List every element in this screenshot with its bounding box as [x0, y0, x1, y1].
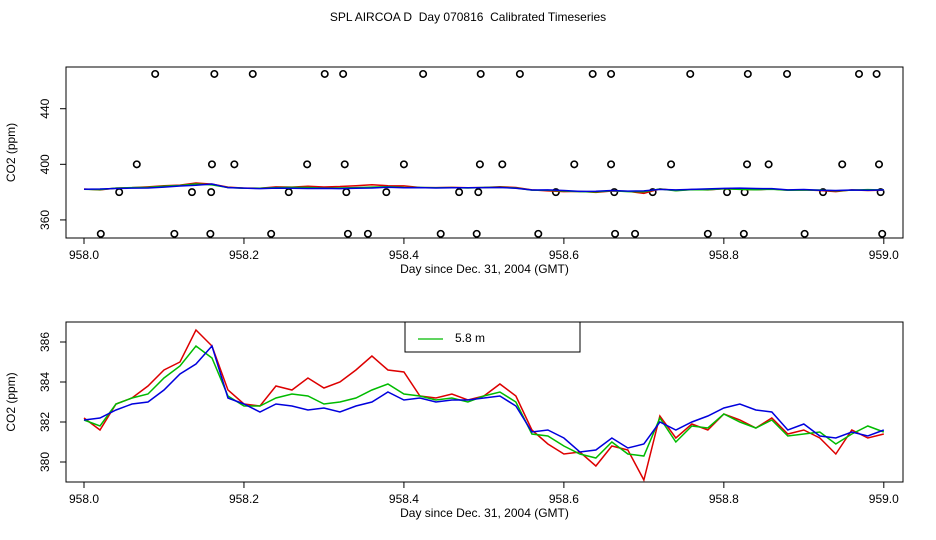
point	[399, 160, 408, 169]
x-tick-label: 958.0	[69, 248, 99, 262]
x-tick-label: 959.0	[869, 492, 899, 506]
point	[631, 229, 640, 238]
x-tick-label: 959.0	[869, 248, 899, 262]
point	[230, 160, 239, 169]
series-line	[83, 344, 885, 453]
point	[207, 188, 216, 197]
point	[607, 69, 616, 78]
plot-area: 2.5 m 5.8 m 9.1 m	[83, 310, 885, 482]
point	[855, 69, 864, 78]
y-tick-label: 382	[38, 412, 52, 432]
point	[476, 69, 485, 78]
x-tick-label: 958.4	[389, 248, 419, 262]
point	[151, 69, 160, 78]
point	[498, 160, 507, 169]
point	[170, 229, 179, 238]
x-axis-label: Day since Dec. 31, 2004 (GMT)	[400, 506, 569, 520]
series-line	[83, 183, 884, 193]
legend-label: 9.1 m	[538, 310, 568, 324]
point	[206, 229, 215, 238]
point	[115, 188, 124, 197]
x-tick-label: 958.2	[229, 248, 259, 262]
y-tick-label: 384	[38, 372, 52, 392]
point	[703, 229, 712, 238]
legend-box	[404, 322, 581, 353]
point	[878, 229, 887, 238]
x-tick-label: 958.0	[69, 492, 99, 506]
point	[455, 188, 464, 197]
point	[284, 188, 293, 197]
point	[743, 69, 752, 78]
point	[339, 69, 348, 78]
x-axis-label: Day since Dec. 31, 2004 (GMT)	[400, 262, 569, 276]
point	[187, 188, 196, 197]
point	[515, 69, 524, 78]
point	[800, 229, 809, 238]
y-tick-label: 380	[38, 452, 52, 472]
point	[739, 229, 748, 238]
plot-frame	[65, 321, 904, 483]
point	[534, 229, 543, 238]
legend-label: 2.5 m	[455, 310, 485, 324]
plot-area	[83, 69, 887, 238]
y-tick-label: 386	[38, 332, 52, 352]
point	[96, 229, 105, 238]
point	[570, 160, 579, 169]
point	[783, 69, 792, 78]
point	[723, 188, 732, 197]
x-tick-label: 958.2	[229, 492, 259, 506]
point	[551, 188, 560, 197]
x-tick-label: 958.4	[389, 492, 419, 506]
y-axis-label: CO2 (ppm)	[4, 372, 18, 431]
point	[876, 188, 885, 197]
x-tick-label: 958.8	[709, 492, 739, 506]
point	[363, 229, 372, 238]
y-tick-label: 400	[38, 154, 52, 174]
point	[743, 160, 752, 169]
point	[210, 69, 219, 78]
point	[474, 188, 483, 197]
point	[875, 160, 884, 169]
point	[343, 229, 352, 238]
point	[607, 160, 616, 169]
point	[872, 69, 881, 78]
plot-frame	[65, 66, 904, 239]
point	[588, 69, 597, 78]
point	[419, 69, 428, 78]
point	[267, 229, 276, 238]
y-axis-label: CO2 (ppm)	[4, 123, 18, 182]
point	[838, 160, 847, 169]
point	[475, 160, 484, 169]
point	[611, 229, 620, 238]
point	[610, 188, 619, 197]
x-tick-label: 958.6	[549, 248, 579, 262]
point	[686, 69, 695, 78]
point	[764, 160, 773, 169]
y-tick-label: 360	[38, 210, 52, 230]
series-line	[83, 344, 885, 459]
point	[667, 160, 676, 169]
point	[340, 160, 349, 169]
point	[436, 229, 445, 238]
point	[342, 188, 351, 197]
x-tick-label: 958.6	[549, 492, 579, 506]
point	[207, 160, 216, 169]
point	[472, 229, 481, 238]
point	[320, 69, 329, 78]
figure-title: SPL AIRCOA D Day 070816 Calibrated Times…	[330, 10, 606, 24]
y-tick-label: 440	[38, 98, 52, 118]
legend-label: 5.8 m	[455, 331, 485, 345]
point	[303, 160, 312, 169]
point	[132, 160, 141, 169]
x-tick-label: 958.8	[709, 248, 739, 262]
point	[819, 188, 828, 197]
point	[382, 188, 391, 197]
point	[248, 69, 257, 78]
